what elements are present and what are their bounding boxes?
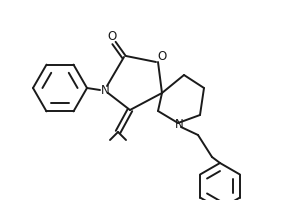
Text: O: O (107, 29, 117, 43)
Text: N: N (101, 84, 109, 97)
Text: O: O (157, 50, 167, 64)
Text: N: N (174, 118, 183, 132)
